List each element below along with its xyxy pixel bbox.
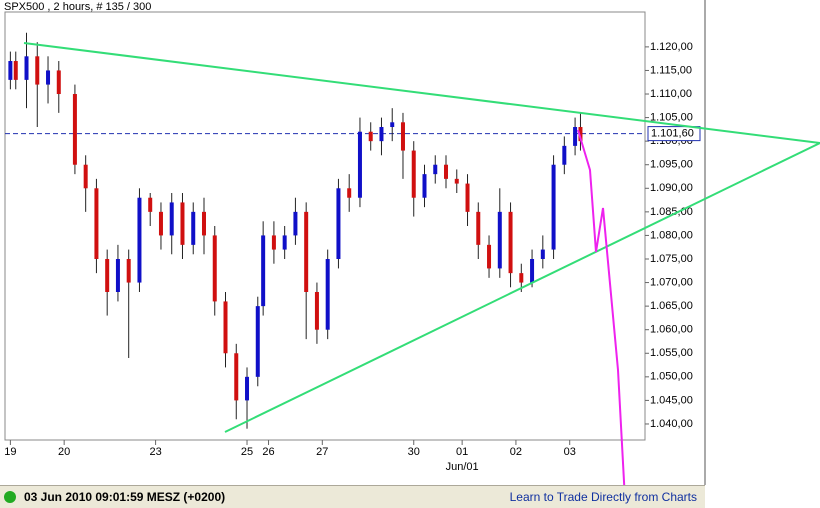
y-tick-label: 1.050,00 xyxy=(650,371,693,383)
x-tick-label: 20 xyxy=(58,446,70,458)
y-tick-label: 1.085,00 xyxy=(650,206,693,218)
candle-body xyxy=(180,202,185,245)
candle-body xyxy=(433,164,438,175)
candle-body xyxy=(72,94,77,165)
y-tick-label: 1.075,00 xyxy=(650,253,693,265)
candle-body xyxy=(390,122,395,128)
y-tick-label: 1.055,00 xyxy=(650,347,693,359)
y-tick-label: 1.040,00 xyxy=(650,418,693,430)
x-tick-label: 26 xyxy=(262,446,274,458)
x-tick-label: 03 xyxy=(564,446,576,458)
candle-body xyxy=(444,164,449,179)
candle-body xyxy=(304,211,309,292)
y-tick-label: 1.080,00 xyxy=(650,229,693,241)
candle-body xyxy=(578,127,583,142)
candle-body xyxy=(368,131,373,142)
candle-body xyxy=(411,150,416,198)
candle-body xyxy=(234,353,239,401)
candle-body xyxy=(94,188,99,259)
candle-body xyxy=(562,145,567,165)
candle-body xyxy=(487,244,492,269)
candle-body xyxy=(508,211,513,274)
y-tick-label: 1.045,00 xyxy=(650,394,693,406)
y-tick-label: 1.105,00 xyxy=(650,111,693,123)
trendline-lower xyxy=(224,142,820,433)
candle-body xyxy=(314,291,319,330)
y-tick-label: 1.065,00 xyxy=(650,300,693,312)
candle-body xyxy=(379,127,384,142)
candle-body xyxy=(212,235,217,302)
candle-body xyxy=(530,258,535,283)
chart: SPX500 , 2 hours, # 135 / 300 1.040,001.… xyxy=(0,0,820,485)
x-tick-label: 02 xyxy=(510,446,522,458)
x-tick-label: 30 xyxy=(408,446,420,458)
promo-link[interactable]: Learn to Trade Directly from Charts xyxy=(509,490,697,504)
x-tick-label: 25 xyxy=(241,446,253,458)
candle-body xyxy=(293,211,298,236)
candle-body xyxy=(261,235,266,307)
candle-body xyxy=(476,211,481,245)
candle-body xyxy=(400,122,405,151)
candle-body xyxy=(454,178,459,184)
candle-body xyxy=(325,258,330,330)
candle-body xyxy=(201,211,206,236)
chart-bg xyxy=(0,0,705,485)
y-tick-label: 1.070,00 xyxy=(650,276,693,288)
candle-body xyxy=(282,235,287,250)
y-tick-label: 1.095,00 xyxy=(650,159,693,171)
candle-body xyxy=(573,127,578,146)
candle-body xyxy=(83,164,88,189)
status-bar: 03 Jun 2010 09:01:59 MESZ (+0200) Learn … xyxy=(0,485,705,508)
x-tick-label: 01 xyxy=(456,446,468,458)
candle-body xyxy=(422,174,427,198)
candle-body xyxy=(13,61,18,80)
marks: 1.040,00 1.045,00 1.050,00 1.055,00 1.060,00… xyxy=(4,32,701,473)
candle-body xyxy=(223,301,228,354)
y-tick-label: 1.115,00 xyxy=(650,64,692,76)
candle-body xyxy=(148,197,153,212)
candle-body xyxy=(347,188,352,198)
x-tick-label: 27 xyxy=(316,446,328,458)
candle-body xyxy=(137,197,142,283)
candle-body xyxy=(56,70,61,95)
candle-body xyxy=(8,61,13,80)
y-tick-label: 1.110,00 xyxy=(650,88,692,100)
candle-body xyxy=(169,202,174,236)
x-tick-label: 19 xyxy=(4,446,16,458)
status-datetime: 03 Jun 2010 09:01:59 MESZ (+0200) xyxy=(24,490,226,504)
candle-body xyxy=(24,56,29,80)
candle-body xyxy=(126,258,131,283)
candle-body xyxy=(465,183,470,212)
candle-body xyxy=(255,306,260,377)
candle-body xyxy=(245,376,250,401)
candle-body xyxy=(35,56,40,85)
current-price-label: 1.101,60 xyxy=(651,128,694,140)
candle-body xyxy=(158,211,163,236)
current-price-box xyxy=(647,126,701,142)
trendline-upper xyxy=(23,42,820,144)
candle-body xyxy=(115,258,120,292)
candle-body xyxy=(551,164,556,250)
candle-body xyxy=(46,70,51,85)
candle-body xyxy=(336,188,341,259)
y-tick-label: 1.120,00 xyxy=(650,41,693,53)
candle-body xyxy=(357,131,362,198)
candle-body xyxy=(105,258,110,292)
candle-body xyxy=(540,249,545,259)
y-tick-label: 1.060,00 xyxy=(650,324,693,336)
candle-body xyxy=(519,273,524,283)
candle-body xyxy=(497,211,502,269)
y-tick-label: 1.090,00 xyxy=(650,182,693,194)
candle-body xyxy=(191,211,196,245)
candle-body xyxy=(271,235,276,250)
forecast-path xyxy=(577,129,626,485)
chart-title: SPX500 , 2 hours, # 135 / 300 xyxy=(4,1,151,13)
status-icon xyxy=(4,491,16,503)
x-tick-label: 23 xyxy=(149,446,161,458)
x-annotation: Jun/01 xyxy=(446,461,479,473)
